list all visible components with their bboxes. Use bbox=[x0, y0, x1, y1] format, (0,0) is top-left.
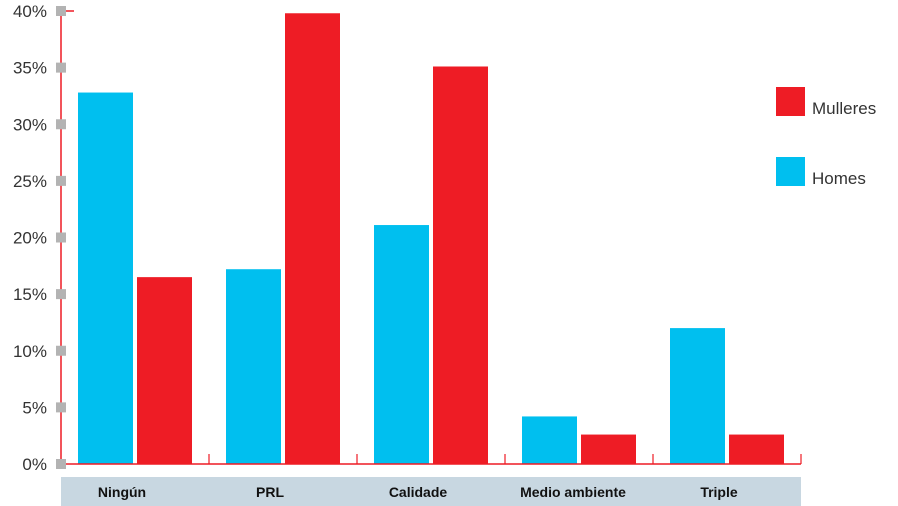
x-tick-label: Ningún bbox=[98, 484, 146, 500]
y-tick-label: 5% bbox=[22, 398, 47, 417]
legend-swatch-homes bbox=[776, 157, 805, 186]
y-axis-ticks: 0% 5% 10% 15% 20% 25% 30% 35% 40% bbox=[13, 2, 66, 474]
bar-homes-3 bbox=[522, 416, 577, 464]
y-tick-label: 0% bbox=[22, 455, 47, 474]
y-tick-marker bbox=[56, 62, 66, 73]
y-tick-label: 20% bbox=[13, 229, 47, 248]
y-tick-label: 15% bbox=[13, 285, 47, 304]
y-tick-marker bbox=[56, 232, 66, 243]
bar-mulleres-1 bbox=[285, 13, 340, 464]
bar-mulleres-3 bbox=[581, 434, 636, 464]
bar-mulleres-4 bbox=[729, 434, 784, 464]
bar-homes-4 bbox=[670, 328, 725, 464]
x-tick-label: Medio ambiente bbox=[520, 484, 626, 500]
bar-homes-1 bbox=[226, 269, 281, 464]
x-tick-label: PRL bbox=[256, 484, 284, 500]
bar-mulleres-2 bbox=[433, 66, 488, 465]
y-tick-marker bbox=[56, 119, 66, 130]
y-tick-marker bbox=[56, 345, 66, 356]
legend: Mulleres Homes bbox=[776, 87, 876, 188]
y-tick-marker bbox=[56, 6, 66, 16]
y-tick-label: 35% bbox=[13, 59, 47, 78]
y-tick-label: 25% bbox=[13, 172, 47, 191]
y-tick-marker bbox=[56, 289, 66, 300]
y-tick-marker bbox=[56, 175, 66, 186]
y-tick-marker bbox=[56, 402, 66, 413]
x-tick-label: Calidade bbox=[389, 484, 448, 500]
category-label-band bbox=[61, 477, 801, 506]
x-tick-label: Triple bbox=[700, 484, 738, 500]
category-band bbox=[61, 477, 801, 506]
bar-mulleres-0 bbox=[137, 277, 192, 464]
bars bbox=[78, 13, 784, 465]
y-tick-label: 10% bbox=[13, 342, 47, 361]
y-tick-marker bbox=[56, 459, 66, 469]
legend-label-homes: Homes bbox=[812, 169, 866, 188]
bar-homes-2 bbox=[374, 225, 429, 464]
legend-label-mulleres: Mulleres bbox=[812, 99, 876, 118]
legend-swatch-mulleres bbox=[776, 87, 805, 116]
y-tick-label: 40% bbox=[13, 2, 47, 21]
bar-homes-0 bbox=[78, 92, 133, 464]
x-axis-labels: Ningún PRL Calidade Medio ambiente Triple bbox=[98, 484, 738, 500]
y-tick-label: 30% bbox=[13, 115, 47, 134]
